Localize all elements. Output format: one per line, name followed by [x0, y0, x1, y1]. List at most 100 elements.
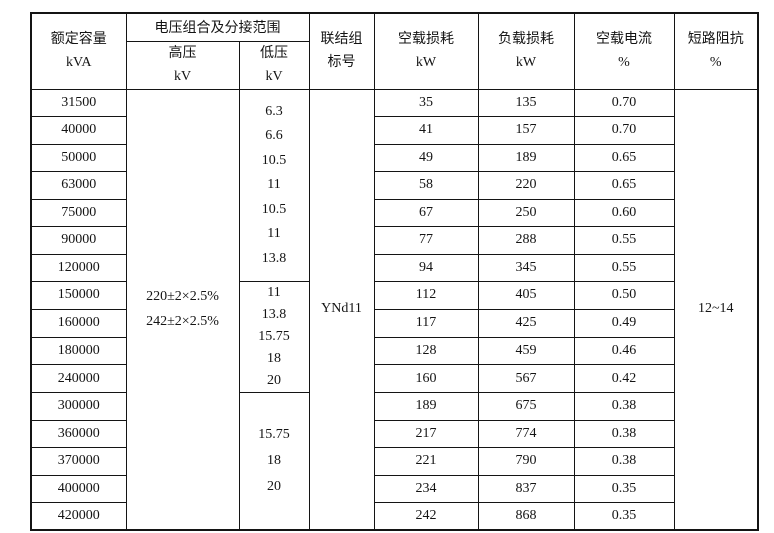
- header-row-1: 额定容量 kVA 电压组合及分接范围 联结组 标号 空载损耗 kW 负载损耗 k…: [30, 12, 759, 90]
- header-low-voltage-name: 低压: [260, 46, 288, 61]
- lv-value: 13.8: [261, 307, 287, 322]
- no-load-loss-cell: 117: [373, 308, 479, 338]
- header-impedance: 短路阻抗 %: [673, 12, 759, 90]
- capacity-cell: 420000: [30, 502, 127, 531]
- load-loss-cell: 405: [477, 281, 575, 310]
- no-load-loss-cell: 77: [373, 226, 479, 255]
- load-loss-cell: 250: [477, 198, 575, 227]
- header-low-voltage: 低压 kV: [238, 40, 310, 90]
- capacity-cell: 120000: [30, 253, 127, 282]
- header-low-voltage-unit: kV: [265, 69, 283, 84]
- no-load-loss-cell: 67: [373, 198, 479, 227]
- transformer-spec-table: 额定容量 kVA 电压组合及分接范围 联结组 标号 空载损耗 kW 负载损耗 k…: [30, 12, 759, 531]
- lv-value: 15.75: [258, 329, 290, 344]
- no-load-loss-cell: 94: [373, 253, 479, 282]
- table-row: 40000 41 157 0.70: [30, 116, 758, 145]
- header-rated-capacity-unit: kVA: [66, 55, 92, 71]
- lv-value: 11: [267, 285, 281, 300]
- capacity-cell: 300000: [30, 392, 127, 421]
- capacity-cell: 31500: [30, 88, 127, 117]
- no-load-current-cell: 0.35: [573, 474, 675, 503]
- no-load-current-cell: 0.42: [573, 364, 675, 393]
- no-load-current-cell: 0.38: [573, 419, 675, 448]
- header-load-loss-name: 负载损耗: [498, 32, 554, 48]
- load-loss-cell: 567: [477, 364, 575, 393]
- capacity-cell: 50000: [30, 143, 127, 172]
- no-load-current-cell: 0.35: [573, 502, 675, 531]
- no-load-loss-cell: 234: [373, 474, 479, 503]
- header-rated-capacity-name: 额定容量: [50, 32, 107, 48]
- no-load-loss-cell: 242: [373, 502, 479, 531]
- capacity-cell: 360000: [30, 419, 127, 448]
- header-voltage-group: 电压组合及分接范围: [125, 12, 310, 42]
- no-load-current-cell: 0.65: [573, 171, 675, 200]
- table-row: 370000 221 790 0.38: [30, 447, 758, 476]
- header-load-loss-unit: kW: [515, 55, 537, 71]
- no-load-current-cell: 0.49: [573, 308, 675, 338]
- lv-merged-cell-2: 11 13.8 15.75 18 20: [238, 281, 310, 393]
- table-row: 150000 11 13.8 15.75 18 20 112 405 0.50: [30, 281, 758, 393]
- header-no-load-loss: 空载损耗 kW: [373, 12, 479, 90]
- lv-value: 15.75: [258, 427, 290, 442]
- no-load-loss-cell: 217: [373, 419, 479, 448]
- capacity-cell: 40000: [30, 116, 127, 145]
- capacity-cell: 240000: [30, 364, 127, 393]
- no-load-current-cell: 0.55: [573, 253, 675, 282]
- load-loss-cell: 135: [477, 88, 575, 117]
- lv-value: 6.3: [265, 103, 283, 119]
- no-load-loss-cell: 58: [373, 171, 479, 200]
- header-high-voltage-unit: kV: [173, 69, 192, 84]
- load-loss-cell: 837: [477, 474, 575, 503]
- lv-value: 18: [267, 453, 281, 468]
- table-header: 额定容量 kVA 电压组合及分接范围 联结组 标号 空载损耗 kW 负载损耗 k…: [30, 12, 759, 90]
- table-row: 240000 160 567 0.42: [30, 364, 758, 393]
- lv-value: 10.5: [261, 152, 287, 168]
- table-row: 400000 234 837 0.35: [30, 474, 758, 503]
- no-load-current-cell: 0.70: [573, 88, 675, 117]
- no-load-loss-cell: 189: [373, 392, 479, 421]
- hv-merged-cell: 220±2×2.5% 242±2×2.5%: [125, 88, 240, 531]
- lv-value: 20: [267, 373, 281, 388]
- load-loss-cell: 675: [477, 392, 575, 421]
- lv-value: 13.8: [261, 250, 287, 266]
- capacity-cell: 400000: [30, 474, 127, 503]
- header-row-2: 高压 kV 低压 kV: [31, 40, 758, 90]
- capacity-cell: 75000: [30, 198, 127, 227]
- load-loss-cell: 157: [477, 116, 575, 145]
- header-no-load-current-unit: %: [618, 55, 630, 71]
- table-row: 50000 49 189 0.65: [30, 143, 758, 172]
- capacity-cell: 370000: [30, 447, 127, 476]
- table-row: 360000 217 774 0.38: [30, 419, 758, 448]
- table-row: 75000 67 250 0.60: [30, 198, 758, 227]
- load-loss-cell: 868: [477, 502, 575, 531]
- lv-value: 20: [267, 479, 281, 494]
- no-load-current-cell: 0.70: [573, 116, 675, 145]
- hv-value-line2: 242±2×2.5%: [146, 314, 219, 330]
- impedance-merged-cell: 12~14: [673, 88, 759, 531]
- no-load-current-cell: 0.46: [573, 336, 675, 366]
- lv-value: 11: [267, 177, 281, 192]
- header-high-voltage-name: 高压: [168, 46, 197, 61]
- no-load-loss-cell: 221: [373, 447, 479, 476]
- load-loss-cell: 459: [477, 336, 575, 366]
- no-load-loss-cell: 35: [373, 88, 479, 117]
- header-connection-line2: 标号: [327, 55, 356, 71]
- table-row: 90000 77 288 0.55: [30, 226, 758, 255]
- load-loss-cell: 220: [477, 171, 575, 200]
- lv-value: 18: [267, 351, 281, 366]
- capacity-cell: 180000: [30, 336, 127, 366]
- header-load-loss: 负载损耗 kW: [477, 12, 575, 90]
- capacity-cell: 160000: [30, 308, 127, 338]
- no-load-current-cell: 0.38: [573, 392, 675, 421]
- no-load-current-cell: 0.38: [573, 447, 675, 476]
- capacity-cell: 63000: [30, 171, 127, 200]
- no-load-loss-cell: 41: [373, 116, 479, 145]
- load-loss-cell: 288: [477, 226, 575, 255]
- lv-merged-cell-3: 15.75 18 20: [238, 392, 310, 531]
- header-impedance-name: 短路阻抗: [687, 32, 744, 48]
- no-load-loss-cell: 49: [373, 143, 479, 172]
- header-no-load-current-name: 空载电流: [596, 32, 652, 48]
- header-no-load-current: 空载电流 %: [573, 12, 675, 90]
- hv-value-line1: 220±2×2.5%: [146, 289, 219, 305]
